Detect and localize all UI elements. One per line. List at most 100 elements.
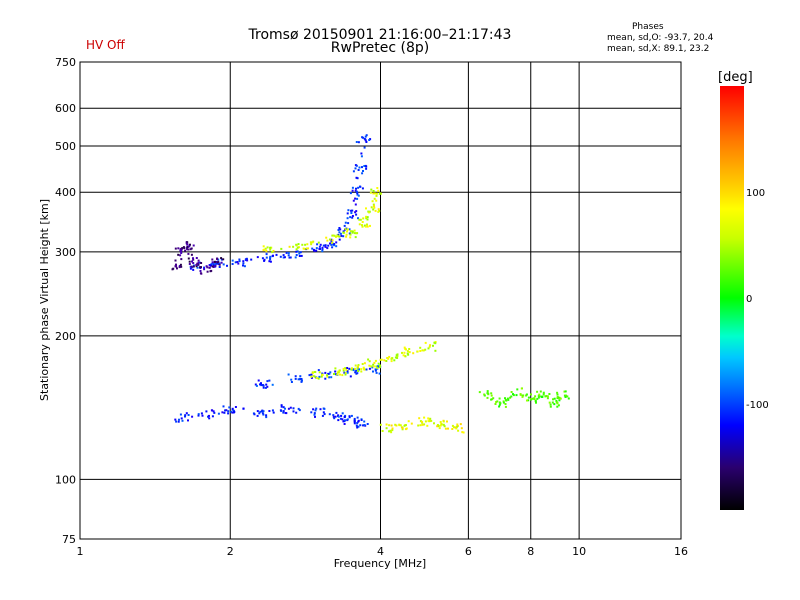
echo-point (266, 246, 269, 249)
echo-point (368, 367, 371, 370)
echo-point (315, 407, 318, 410)
echo-point (175, 420, 178, 423)
echo-point (405, 348, 407, 351)
echo-point (423, 423, 426, 426)
echo-point (379, 192, 382, 195)
echo-point (329, 238, 331, 241)
echo-point (417, 424, 420, 427)
y-tick-label: 200 (55, 330, 76, 343)
echo-point (358, 368, 360, 371)
echo-point (326, 374, 329, 377)
echo-point (211, 261, 214, 264)
echo-point (189, 267, 192, 270)
echo-point (200, 412, 203, 415)
echo-point (300, 254, 303, 257)
echo-point (313, 413, 316, 416)
echo-point (328, 376, 331, 379)
echo-point (217, 263, 220, 265)
echo-point (186, 246, 189, 248)
echo-point (407, 353, 410, 356)
echo-point (329, 371, 332, 374)
echo-point (295, 244, 298, 247)
echo-point (430, 419, 433, 422)
echo-point (436, 425, 439, 428)
echo-point (299, 378, 302, 381)
echo-point (332, 414, 335, 417)
echo-point (379, 423, 382, 426)
echo-point (188, 245, 191, 248)
echo-point (181, 419, 184, 422)
echo-point (349, 216, 352, 219)
echo-point (321, 248, 324, 251)
echo-point (324, 244, 327, 247)
echo-point (404, 355, 407, 358)
echo-point (189, 248, 192, 251)
echo-point (512, 393, 514, 396)
echo-point (296, 246, 299, 249)
echo-point (407, 420, 410, 423)
echo-point (222, 405, 225, 408)
echo-point (216, 261, 219, 264)
echo-point (210, 409, 213, 412)
echo-point (343, 371, 346, 374)
echo-point (199, 270, 202, 272)
echo-point (344, 419, 346, 422)
echo-point (321, 246, 324, 249)
echo-point (317, 241, 320, 244)
echo-point (346, 230, 348, 233)
echo-point (395, 354, 398, 357)
echo-point (348, 416, 351, 419)
echo-point (324, 245, 327, 248)
y-tick-label: 300 (55, 246, 76, 259)
y-tick-label: 75 (62, 533, 76, 546)
echo-point (339, 417, 342, 420)
echo-point (342, 367, 345, 370)
echo-point (228, 406, 231, 409)
echo-point (419, 424, 422, 427)
y-tick-label: 400 (55, 186, 76, 199)
echo-point (172, 267, 175, 270)
echo-point (353, 417, 356, 420)
echo-point (188, 260, 191, 263)
echo-point (369, 224, 371, 227)
chart-subtitle: RwPretec (8p) (330, 40, 430, 56)
echo-point (269, 248, 272, 251)
echo-point (401, 426, 404, 429)
echo-point (199, 272, 202, 275)
echo-point (563, 390, 566, 393)
echo-point (498, 405, 501, 408)
echo-point (436, 424, 439, 426)
echo-point (391, 427, 394, 430)
echo-point (345, 369, 348, 372)
echo-point (265, 383, 268, 386)
echo-point (206, 270, 209, 273)
echo-point (231, 259, 234, 262)
echo-point (526, 399, 528, 402)
echo-point (179, 247, 182, 250)
echo-point (363, 165, 366, 167)
echo-point (377, 210, 380, 213)
echo-point (184, 415, 186, 418)
echo-point (378, 366, 381, 369)
echo-point (318, 245, 321, 248)
x-ticks: 1 2 4 6 8 10 16 (77, 545, 689, 558)
echo-point (355, 213, 358, 216)
echo-point (355, 424, 358, 427)
echo-point (180, 265, 183, 268)
echo-point (298, 409, 301, 412)
echo-point (362, 424, 365, 427)
echo-point (197, 413, 200, 416)
echo-point (394, 356, 397, 359)
echo-point (347, 209, 350, 212)
echo-point (510, 395, 513, 398)
status-label: HV Off (86, 38, 125, 52)
echo-point (181, 247, 184, 250)
echo-point (321, 414, 324, 417)
echo-point (217, 258, 220, 261)
echo-point (311, 371, 314, 374)
echo-point (566, 395, 569, 398)
echo-point (337, 419, 340, 422)
echo-point (250, 258, 253, 261)
echo-point (234, 406, 237, 408)
echo-point (452, 426, 455, 429)
